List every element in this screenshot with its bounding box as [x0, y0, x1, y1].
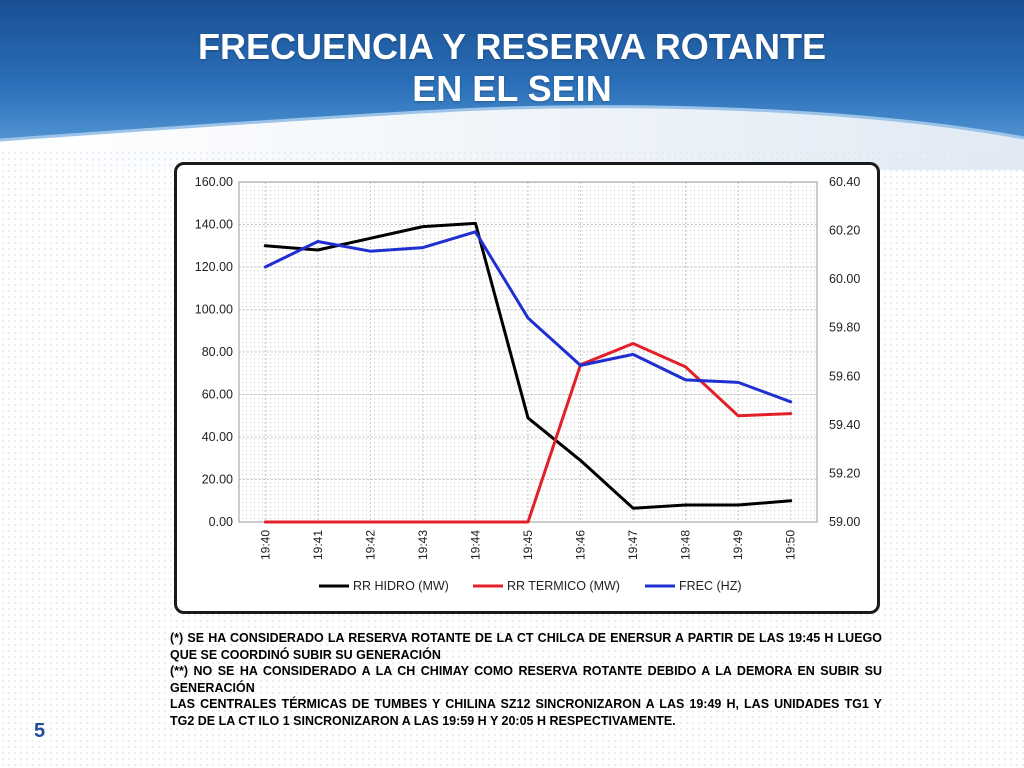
title-line-1: FRECUENCIA Y RESERVA ROTANTE	[197, 26, 827, 67]
x-tick-label: 19:45	[521, 530, 535, 560]
x-tick-label: 19:47	[626, 530, 640, 560]
x-tick-label: 19:48	[679, 530, 693, 560]
title-line-2: EN EL SEIN	[412, 68, 612, 109]
x-tick-label: 19:40	[258, 530, 272, 560]
slide-title: FRECUENCIA Y RESERVA ROTANTE EN EL SEIN	[0, 26, 1024, 110]
y-right-tick-label: 59.80	[829, 321, 860, 335]
y-left-tick-label: 120.00	[195, 260, 233, 274]
y-right-tick-label: 59.00	[829, 515, 860, 529]
note-3: LAS CENTRALES TÉRMICAS DE TUMBES Y CHILI…	[170, 697, 882, 728]
legend-label: FREC (HZ)	[679, 579, 742, 593]
y-left-tick-label: 80.00	[202, 345, 233, 359]
page-number: 5	[34, 720, 46, 742]
x-tick-label: 19:50	[784, 530, 798, 560]
y-left-tick-label: 140.00	[195, 218, 233, 232]
chart-frame: 0.00 20.00 40.00 60.00 80.00 100.00 120.00 140.…	[174, 162, 880, 614]
y-left-tick-label: 0.00	[209, 515, 233, 529]
y-left-tick-label: 160.00	[195, 175, 233, 189]
y-right-tick-label: 60.00	[829, 272, 860, 286]
y-right-tick-label: 59.40	[829, 418, 860, 432]
legend-label: RR HIDRO (MW)	[353, 579, 449, 593]
x-tick-label: 19:46	[574, 530, 588, 560]
frequency-reserve-chart: 0.00 20.00 40.00 60.00 80.00 100.00 120.00 140.…	[195, 175, 861, 593]
y-left-tick-label: 100.00	[195, 303, 233, 317]
x-tick-label: 19:44	[468, 530, 482, 560]
y-left-tick-label: 40.00	[202, 430, 233, 444]
x-tick-label: 19:49	[731, 530, 745, 560]
y-right-tick-label: 60.40	[829, 175, 860, 189]
series-line-1	[263, 221, 793, 510]
series-line-3	[263, 230, 793, 404]
legend-label: RR TERMICO (MW)	[507, 579, 620, 593]
y-left-tick-label: 60.00	[202, 388, 233, 402]
notes-block: (*) SE HA CONSIDERADO LA RESERVA ROTANTE…	[170, 630, 882, 729]
x-tick-label: 19:41	[311, 530, 325, 560]
note-1: (*) SE HA CONSIDERADO LA RESERVA ROTANTE…	[170, 631, 882, 662]
y-right-tick-label: 59.60	[829, 369, 860, 383]
y-left-tick-label: 20.00	[202, 473, 233, 487]
y-right-tick-label: 59.20	[829, 466, 860, 480]
x-tick-label: 19:42	[363, 530, 377, 560]
series-line-2	[263, 342, 793, 524]
y-right-tick-label: 60.20	[829, 224, 860, 238]
x-tick-label: 19:43	[416, 530, 430, 560]
note-2: (**) NO SE HA CONSIDERADO A LA CH CHIMAY…	[170, 664, 882, 695]
